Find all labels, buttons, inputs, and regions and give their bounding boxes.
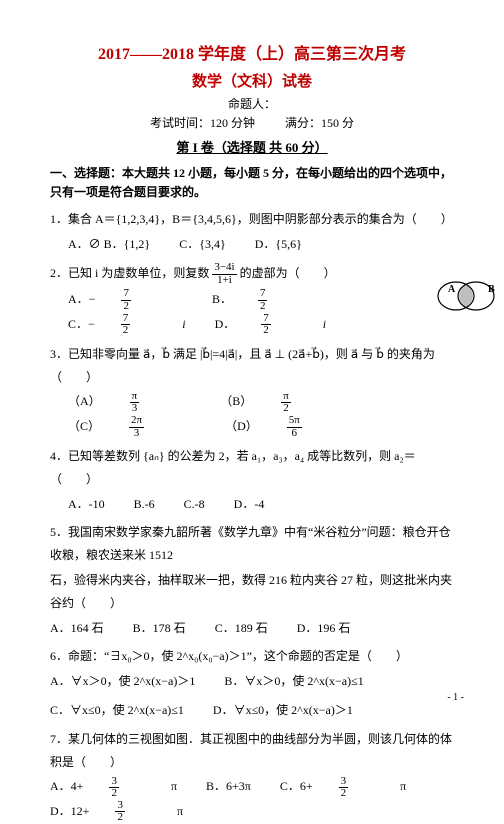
q2-frac: 3−4i1+i: [212, 262, 236, 286]
q6-opt-a: A．∀x＞0，使 2^x(x−a)＞1: [50, 670, 195, 693]
q2-stem-a: 2．已知 i 为虚数单位，则复数: [50, 266, 212, 280]
q4-stem: 4．已知等差数列 {aₙ} 的公差为 2，若 a₁，a₃，a₄ 成等比数列，则 …: [50, 445, 454, 491]
q6-options-row2: C．∀x≤0，使 2^x(x−a)≤1 D．∀x≤0，使 2^x(x−a)＞1: [50, 699, 454, 722]
q4-opt-c: C.-8: [184, 493, 205, 516]
q2-stem-b: 的虚部为（ ）: [240, 266, 336, 280]
exam-info: 考试时间：120 分钟 满分：150 分: [50, 114, 454, 131]
q1-opt-d: D．{5,6}: [255, 233, 302, 256]
full-label: 满分：: [285, 116, 321, 130]
q2-opt-c: C．−72i: [68, 313, 186, 337]
q2-opt-b: B．72: [212, 288, 320, 312]
q3-opt-b: （B） π2: [220, 390, 343, 414]
q5-opt-c: C．189 石: [215, 617, 268, 640]
q1-opt-c: C．{3,4}: [179, 233, 226, 256]
q7-opt-d: D．12+32π: [50, 800, 183, 824]
part1-header: 第 I 卷（选择题 共 60 分）: [50, 137, 454, 156]
q6-options-row1: A．∀x＞0，使 2^x(x−a)＞1 B．∀x＞0，使 2^x(x−a)≤1: [50, 670, 454, 693]
q1-stem: 1．集合 A＝{1,2,3,4}，B＝{3,4,5,6}，则图中阴影部分表示的集…: [50, 208, 454, 231]
q7-opt-c: C．6+32π: [280, 775, 406, 799]
q5-opt-b: B．178 石: [133, 617, 186, 640]
q4-opt-b: B.-6: [134, 493, 155, 516]
q6-opt-d: D．∀x≤0，使 2^x(x−a)＞1: [213, 699, 353, 722]
page-number: - 1 -: [447, 692, 464, 703]
q5-line2: 石，验得米内夹谷，抽样取米一把，数得 216 粒内夹谷 27 粒，则这批米内夹谷…: [50, 569, 454, 615]
exam-title-line2: 数学（文科）试卷: [50, 70, 454, 91]
exam-title-line1: 2017——2018 学年度（上）高三第三次月考: [50, 40, 454, 64]
time-label: 考试时间：: [150, 116, 210, 130]
q5-options: A．164 石 B．178 石 C．189 石 D．196 石: [50, 617, 454, 640]
full-value: 150 分: [321, 116, 354, 130]
section-instruction: 一、选择题：本大题共 12 小题，每小题 5 分，在每小题给出的四个选项中，只有…: [50, 164, 454, 202]
q6-opt-c: C．∀x≤0，使 2^x(x−a)≤1: [50, 699, 184, 722]
q1-opt-a: A．∅ B．{1,2}: [68, 233, 150, 256]
q3-opt-c: （C） 2π3: [68, 415, 196, 439]
q3-opt-d: （D） 5π6: [225, 415, 354, 439]
q2-options: A．−72 B．72 C．−72i D．72i: [50, 288, 454, 337]
q7-stem: 7．某几何体的三视图如图．其正视图中的曲线部分为半圆，则该几何体的体积是（ ）: [50, 728, 454, 774]
venn-diagram: A B: [430, 274, 502, 318]
q3-opt-a: （A） π3: [68, 390, 191, 414]
q2-stem: 2．已知 i 为虚数单位，则复数 3−4i1+i 的虚部为（ ）: [50, 262, 454, 286]
venn-label-b: B: [488, 284, 495, 295]
q3-options: （A） π3 （B） π2 （C） 2π3 （D） 5π6: [50, 390, 454, 439]
q5-opt-a: A．164 石: [50, 617, 104, 640]
time-value: 120 分钟: [210, 116, 255, 130]
q4-opt-d: D．-4: [234, 493, 265, 516]
q3-stem: 3．已知非零向量 a⃗，b⃗ 满足 |b⃗|=4|a⃗|，且 a⃗ ⊥ (2a⃗…: [50, 343, 454, 389]
q2-opt-a: A．−72: [68, 288, 183, 312]
venn-label-a: A: [448, 284, 456, 295]
q7-options: A．4+32π B．6+3π C．6+32π D．12+32π: [50, 775, 454, 824]
q4-opt-a: A．-10: [68, 493, 105, 516]
q5-line1: 5．我国南宋数学家秦九韶所著《数学九章》中有“米谷粒分”问题：粮仓开仓收粮，粮农…: [50, 521, 454, 567]
q6-stem: 6．命题：“∃x₀＞0，使 2^x₀(x₀−a)＞1”，这个命题的否定是（ ）: [50, 645, 454, 668]
q5-opt-d: D．196 石: [297, 617, 351, 640]
q1-options: A．∅ B．{1,2} C．{3,4} D．{5,6}: [50, 233, 454, 256]
q6-opt-b: B．∀x＞0，使 2^x(x−a)≤1: [224, 670, 363, 693]
q7-opt-a: A．4+32π: [50, 775, 177, 799]
q2-opt-d: D．72i: [215, 313, 327, 337]
q4-options: A．-10 B.-6 C.-8 D．-4: [50, 493, 454, 516]
author-line: 命题人：: [50, 95, 454, 112]
q7-opt-b: B．6+3π: [206, 775, 251, 798]
